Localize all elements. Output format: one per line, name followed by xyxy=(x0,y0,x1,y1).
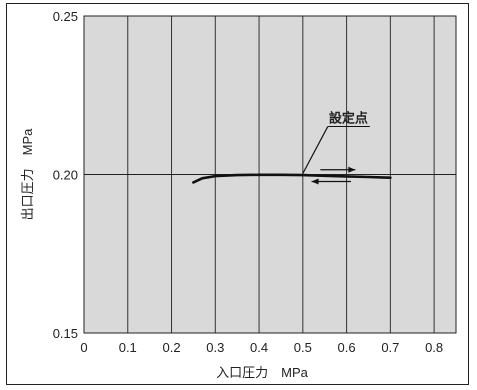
plot-border xyxy=(83,15,457,334)
x-tick-label: 0.1 xyxy=(119,340,137,355)
chart-frame: 設定点 0 0.1 0.2 0.3 0.4 0.5 0.6 0.7 0.8 0.15 0.20 0.… xyxy=(6,3,469,385)
x-axis-label: 入口圧力 MPa xyxy=(216,365,309,380)
series-line-0 xyxy=(192,173,392,184)
x-tick-label: 0.2 xyxy=(162,340,180,355)
x-tick-label: 0.4 xyxy=(250,340,268,355)
annotation-layer: 設定点 xyxy=(302,111,370,185)
x-tick-label: 0.8 xyxy=(425,340,443,355)
x-tick-label: 0.5 xyxy=(294,340,312,355)
x-tick-label: 0.7 xyxy=(381,340,399,355)
y-tick-label: 0.25 xyxy=(53,9,78,24)
y-tick-label: 0.15 xyxy=(53,326,78,341)
x-tick-label: 0.3 xyxy=(206,340,224,355)
x-tick-label: 0.6 xyxy=(338,340,356,355)
arrowhead-left xyxy=(311,178,319,185)
y-axis-label: 出口圧力 MPa xyxy=(20,128,35,221)
y-tick-labels: 0.15 0.20 0.25 xyxy=(53,9,78,341)
annotation-pointer xyxy=(302,126,329,174)
arrowhead-right xyxy=(348,166,356,173)
pressure-characteristic-chart: 設定点 0 0.1 0.2 0.3 0.4 0.5 0.6 0.7 0.8 0.150.200.… xyxy=(20,9,457,380)
x-tick-labels: 0 0.1 0.2 0.3 0.4 0.5 0.6 0.7 0.8 xyxy=(80,340,443,355)
series-layer xyxy=(192,173,392,184)
y-tick-label: 0.20 xyxy=(53,168,78,183)
x-tick-label: 0 xyxy=(80,340,87,355)
annotation-label: 設定点 xyxy=(329,111,368,126)
